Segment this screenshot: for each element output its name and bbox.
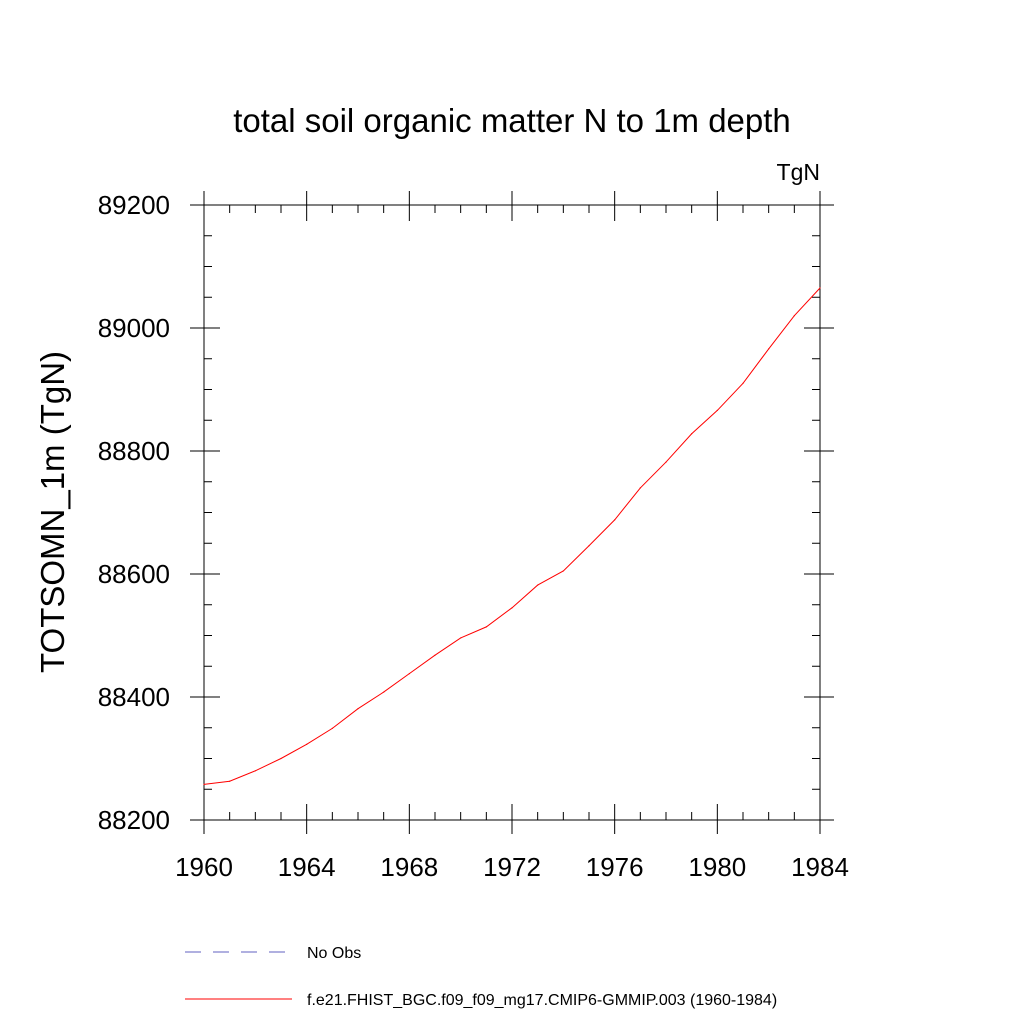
legend-label-1: f.e21.FHIST_BGC.f09_f09_mg17.CMIP6-GMMIP…: [307, 992, 777, 1009]
data-point: [357, 708, 359, 710]
y-tick-label: 88200: [98, 805, 170, 835]
chart-title: total soil organic matter N to 1m depth: [233, 102, 791, 139]
series-line-1: [203, 287, 821, 785]
data-point: [588, 545, 590, 547]
data-point: [639, 487, 641, 489]
data-point: [819, 287, 821, 289]
x-tick-label: 1980: [688, 852, 746, 882]
data-point: [280, 757, 282, 760]
y-axis-label: TOTSOMN_1m (TgN): [34, 351, 71, 673]
legend-label-0: No Obs: [307, 945, 361, 962]
data-point: [665, 461, 667, 463]
y-tick-label: 88400: [98, 682, 170, 712]
data-point: [716, 409, 718, 412]
data-point: [485, 626, 487, 628]
data-point: [537, 584, 539, 586]
x-tick-label: 1976: [586, 852, 644, 882]
y-tick-label: 89000: [98, 313, 170, 343]
data-point: [383, 691, 385, 693]
data-point: [331, 727, 333, 729]
units-label: TgN: [777, 159, 820, 185]
data-point: [434, 654, 436, 656]
x-tick-label: 1984: [791, 852, 849, 882]
data-point: [306, 743, 308, 745]
x-tick-label: 1960: [175, 852, 233, 882]
x-tick-label: 1968: [380, 852, 438, 882]
x-tick-label: 1972: [483, 852, 541, 882]
data-point: [562, 570, 564, 572]
data-point: [691, 433, 693, 435]
data-point: [460, 637, 462, 639]
y-tick-label: 89200: [98, 190, 170, 220]
y-tick-label: 88800: [98, 436, 170, 466]
x-tick-label: 1964: [278, 852, 336, 882]
data-point: [229, 780, 231, 782]
data-point: [254, 770, 256, 772]
data-point: [793, 315, 795, 317]
y-tick-label: 88600: [98, 559, 170, 589]
data-point: [614, 519, 616, 521]
data-point: [742, 382, 744, 384]
data-point: [768, 348, 770, 350]
plot-frame: [203, 204, 821, 821]
data-point: [408, 673, 410, 675]
data-point: [511, 607, 513, 609]
data-point: [203, 783, 205, 785]
